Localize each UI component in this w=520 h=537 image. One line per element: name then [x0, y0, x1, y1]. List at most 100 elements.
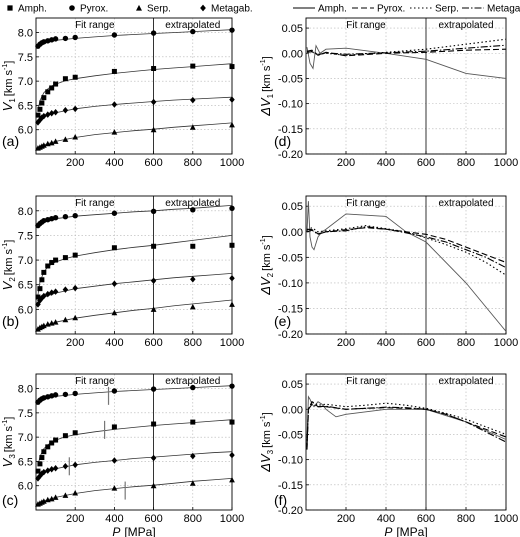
fit-range-label: Fit range: [346, 20, 386, 31]
fit-range-label: Fit range: [346, 376, 386, 387]
series-line-amph: [306, 44, 507, 79]
y-label-unit: [km s: [3, 248, 15, 275]
y-tick-label: 6.0: [18, 481, 33, 493]
data-point: [62, 492, 69, 498]
panel-b: 200 400 600 800 1000 6.0 6.5 7.0 7.5 8.0 Fit range…: [0, 195, 244, 349]
data-point: [45, 444, 51, 450]
y-tick-label: 7.0: [18, 432, 33, 444]
legend-right: Amph. Pyrox. Serp. Metagab.: [293, 4, 520, 15]
x-tick-label: 800: [457, 157, 475, 169]
legend-marker: [7, 5, 13, 11]
x-tick-label: 800: [184, 157, 202, 169]
x-tick-label: 600: [144, 337, 162, 349]
legend-label: Metagab.: [211, 4, 253, 15]
data-point: [72, 390, 78, 397]
x-tick-label: 200: [337, 513, 355, 525]
y-label-unit-sup: -1: [2, 420, 9, 426]
data-point: [62, 463, 69, 470]
y-tick-label: 0.00: [282, 227, 303, 239]
data-point: [150, 306, 157, 312]
y-label-component: 3: [266, 449, 275, 454]
y-tick-label: -0.05: [278, 73, 303, 85]
data-point: [150, 30, 157, 36]
data-point: [229, 451, 235, 459]
data-point: [52, 319, 59, 325]
y-label-unit-sup: -1: [2, 64, 9, 70]
series-line-serp: [306, 400, 507, 445]
data-point: [72, 490, 79, 496]
x-tick-label: 400: [377, 157, 395, 169]
fit-range-label: Fit range: [75, 376, 115, 387]
y-tick-label: -0.15: [278, 124, 303, 136]
extrapolated-label: extrapolated: [438, 376, 493, 387]
series-line-metagab: [306, 44, 507, 56]
plot-frame: [305, 373, 507, 511]
data-point: [62, 391, 69, 398]
plot-frame: [305, 195, 507, 335]
fit-curve-serp: [37, 122, 233, 149]
fit-curve-amph: [37, 419, 233, 467]
data-point: [111, 210, 118, 216]
data-point: [229, 64, 235, 70]
y-label-symbol: V: [0, 280, 15, 290]
data-point: [41, 449, 47, 455]
data-point: [151, 66, 157, 72]
data-point: [190, 243, 196, 249]
data-point: [111, 424, 117, 430]
data-point: [190, 28, 196, 35]
data-point: [49, 440, 55, 446]
data-point: [72, 314, 79, 321]
x-tick-label: 200: [337, 157, 355, 169]
data-point: [40, 498, 47, 504]
data-point: [52, 214, 59, 221]
data-point: [189, 303, 196, 310]
x-tick-label: 400: [377, 513, 395, 525]
data-point: [41, 269, 47, 275]
data-point: [72, 34, 78, 41]
fit-range-label: Fit range: [75, 20, 115, 31]
data-point: [40, 322, 47, 329]
y-tick-label: 0.00: [282, 404, 303, 416]
series-line-serp: [306, 225, 507, 276]
y-label-symbol: ΔV: [258, 453, 273, 473]
x-tick-label: 400: [105, 513, 123, 525]
y-axis-label: V2 [km s-1]: [0, 240, 17, 291]
y-label-unit: [km s: [261, 421, 273, 448]
panel-d: 200 400 600 800 1000 -0.20 -0.15 -0.10 -0.05 0.00…: [258, 17, 518, 169]
data-point: [39, 100, 45, 106]
legend-label: Amph.: [318, 4, 347, 15]
y-axis-label: ΔV3[km s-1]: [258, 412, 275, 472]
y-tick-label: 8.0: [18, 28, 33, 40]
data-point: [190, 207, 196, 213]
legend-left: Amph. Pyrox. Serp. Metagab.: [7, 4, 253, 15]
y-tick-label: 7.5: [18, 408, 33, 420]
extrapolated-label: extrapolated: [438, 198, 493, 209]
data-point: [52, 36, 59, 42]
y-label-unit: [km s: [3, 69, 15, 96]
data-point: [111, 68, 117, 74]
x-tick-label: 1000: [220, 513, 244, 525]
panel-f: 200 400 600 800 1000 -0.20 -0.15 -0.10 -0.05 0.00…: [258, 373, 518, 537]
plot-frame: [305, 17, 507, 155]
x-tick-label: 1000: [494, 337, 518, 349]
data-point: [52, 108, 59, 116]
x-axis-label: P [MPa]: [384, 525, 427, 537]
y-tick-label: 6.5: [18, 456, 33, 468]
y-tick-label: 8.0: [18, 384, 33, 396]
panels: 200 400 600 800 1000 6.0 6.5 7.0 7.5 8.0 Fit range…: [0, 17, 518, 537]
data-point: [49, 260, 55, 266]
y-tick-label: 0.05: [282, 23, 303, 35]
data-point: [40, 142, 47, 148]
panel-letter: (b): [2, 313, 19, 329]
x-tick-label: 200: [66, 157, 84, 169]
data-point: [190, 419, 196, 425]
y-axis-label: V1 [km s-1]: [0, 61, 17, 112]
data-point: [72, 252, 78, 258]
y-tick-label: 8.0: [18, 206, 33, 218]
legend-label: Pyrox.: [80, 4, 108, 15]
y-label-component: 1: [8, 98, 17, 103]
y-label-unit-sup: -1: [260, 59, 267, 65]
y-tick-label: 7.5: [18, 230, 33, 242]
y-tick-label: 6.0: [18, 304, 33, 316]
data-point: [62, 214, 69, 220]
